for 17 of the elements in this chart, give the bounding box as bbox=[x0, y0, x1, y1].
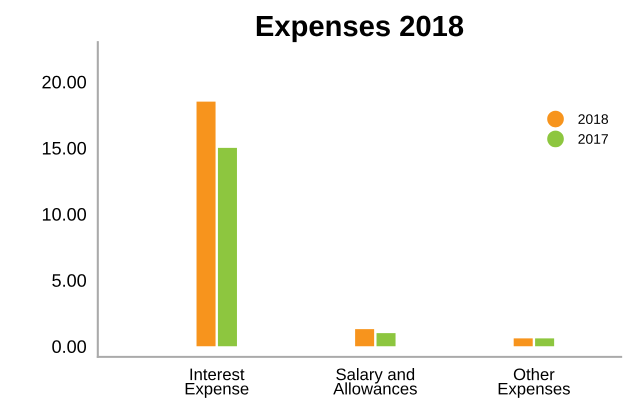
bar bbox=[218, 148, 237, 346]
bar bbox=[514, 338, 533, 346]
x-tick-label: Interest Expense bbox=[186, 368, 248, 398]
bar bbox=[196, 102, 216, 346]
bar bbox=[535, 338, 554, 346]
legend-label: 2017 bbox=[578, 134, 608, 144]
chart-title: Expenses 2018 bbox=[256, 16, 464, 42]
x-tick-label: Salary and Allowances bbox=[333, 368, 417, 395]
y-tick-label: 10.00 bbox=[42, 208, 86, 221]
legend-label: 2018 bbox=[578, 114, 608, 124]
y-tick-label: 5.00 bbox=[52, 274, 86, 287]
x-tick-label: Other Expenses bbox=[498, 368, 570, 398]
bar bbox=[376, 333, 396, 346]
bar bbox=[355, 329, 374, 346]
y-tick-label: 20.00 bbox=[42, 76, 86, 89]
y-tick-label: 15.00 bbox=[42, 142, 86, 155]
y-tick-label: 0.00 bbox=[52, 340, 86, 354]
